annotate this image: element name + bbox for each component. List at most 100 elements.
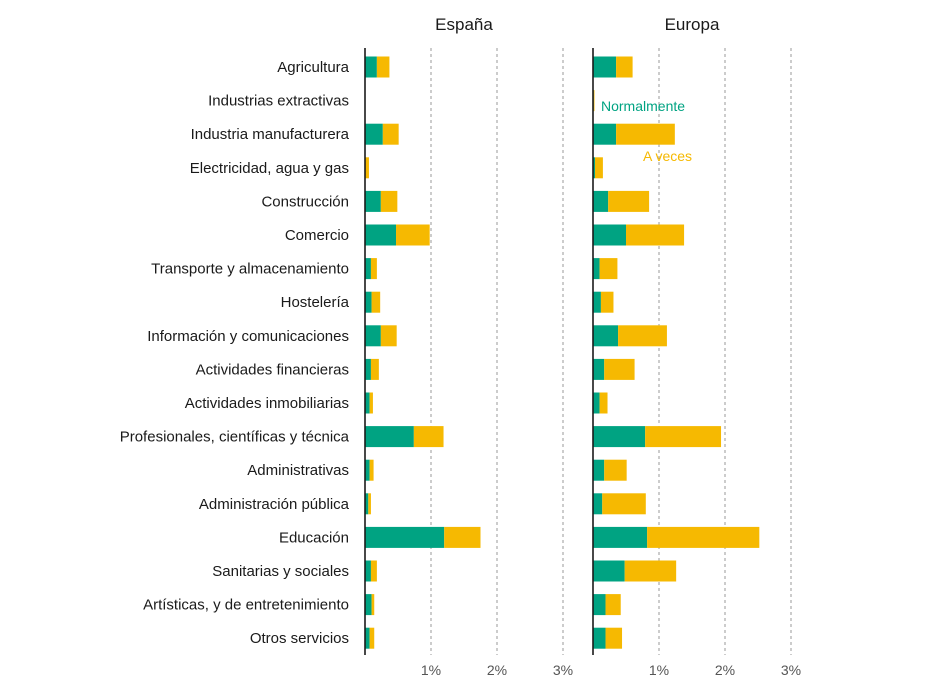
tick-label: 1% bbox=[421, 662, 441, 678]
gridlines bbox=[430, 48, 792, 655]
legend-a-veces: A veces bbox=[643, 148, 692, 164]
bar-a-veces bbox=[618, 325, 667, 347]
bar-a-veces bbox=[413, 426, 444, 448]
category-label: Industria manufacturera bbox=[191, 126, 350, 143]
bar-normalmente bbox=[593, 459, 605, 481]
bar-normalmente bbox=[365, 594, 372, 616]
category-label: Sanitarias y sociales bbox=[212, 563, 349, 580]
bar-a-veces bbox=[369, 459, 374, 481]
bar-a-veces bbox=[616, 123, 675, 145]
category-label: Otros servicios bbox=[250, 630, 349, 647]
bar-a-veces bbox=[593, 90, 595, 112]
bar-a-veces bbox=[616, 56, 633, 78]
tick-label: 3% bbox=[553, 662, 573, 678]
axes bbox=[364, 48, 594, 655]
bar-a-veces bbox=[380, 190, 398, 212]
bar-normalmente bbox=[593, 56, 617, 78]
category-label: Artísticas, y de entretenimiento bbox=[143, 597, 349, 614]
bar-normalmente bbox=[365, 459, 370, 481]
bar-normalmente bbox=[365, 258, 371, 280]
tick-label: 2% bbox=[715, 662, 735, 678]
category-label: Profesionales, científicas y técnica bbox=[120, 429, 350, 446]
panel-title: España bbox=[435, 15, 493, 34]
bar-a-veces bbox=[365, 157, 369, 179]
category-label: Información y comunicaciones bbox=[147, 328, 349, 345]
bar-normalmente bbox=[365, 123, 383, 145]
bar-normalmente bbox=[365, 291, 372, 313]
bar-a-veces bbox=[605, 627, 623, 649]
category-label: Electricidad, agua y gas bbox=[190, 160, 349, 177]
bar-normalmente bbox=[593, 325, 619, 347]
bar-a-veces bbox=[626, 224, 685, 246]
tick-label: 2% bbox=[487, 662, 507, 678]
bar-normalmente bbox=[593, 358, 605, 380]
category-label: Transporte y almacenamiento bbox=[151, 261, 349, 278]
bar-a-veces bbox=[370, 560, 377, 582]
bar-normalmente bbox=[365, 325, 381, 347]
bar-a-veces bbox=[371, 594, 375, 616]
bar-a-veces bbox=[371, 291, 381, 313]
bar-normalmente bbox=[365, 560, 371, 582]
category-label: Industrias extractivas bbox=[208, 93, 349, 110]
category-label: Hostelería bbox=[281, 294, 350, 311]
panel-titles: España Europa bbox=[435, 15, 720, 34]
bar-normalmente bbox=[593, 123, 617, 145]
bar-normalmente bbox=[593, 291, 601, 313]
bar-a-veces bbox=[594, 157, 603, 179]
bar-a-veces bbox=[602, 493, 646, 515]
category-label: Administración pública bbox=[199, 496, 350, 513]
bar-a-veces bbox=[605, 594, 621, 616]
bar-normalmente bbox=[593, 526, 648, 548]
bar-a-veces bbox=[370, 258, 377, 280]
bar-a-veces bbox=[604, 459, 627, 481]
category-labels: Agricultura Industrias extractivas Industr… bbox=[120, 59, 350, 647]
bar-a-veces bbox=[382, 123, 399, 145]
bar-a-veces bbox=[376, 56, 390, 78]
legend: Normalmente A veces bbox=[601, 98, 692, 164]
bar-a-veces bbox=[604, 358, 635, 380]
bar-normalmente bbox=[365, 224, 397, 246]
bar-normalmente bbox=[365, 493, 369, 515]
bar-normalmente bbox=[593, 627, 606, 649]
bar-a-veces bbox=[600, 291, 614, 313]
bar-normalmente bbox=[593, 426, 646, 448]
bar-a-veces bbox=[624, 560, 677, 582]
bar-normalmente bbox=[365, 392, 370, 414]
bar-normalmente bbox=[365, 358, 371, 380]
bar-normalmente bbox=[593, 493, 603, 515]
bar-a-veces bbox=[396, 224, 430, 246]
tick-label: 1% bbox=[649, 662, 669, 678]
bar-a-veces bbox=[608, 190, 650, 212]
bar-a-veces bbox=[599, 392, 608, 414]
bar-normalmente bbox=[593, 157, 595, 179]
bar-normalmente bbox=[593, 560, 625, 582]
bar-normalmente bbox=[593, 224, 626, 246]
category-label: Comercio bbox=[285, 227, 349, 244]
category-label: Construcción bbox=[261, 193, 349, 210]
bar-a-veces bbox=[599, 258, 618, 280]
category-label: Actividades financieras bbox=[196, 361, 349, 378]
category-label: Actividades inmobiliarias bbox=[185, 395, 349, 412]
bar-a-veces bbox=[369, 392, 373, 414]
legend-normalmente: Normalmente bbox=[601, 98, 685, 114]
bar-normalmente bbox=[365, 627, 370, 649]
bar-a-veces bbox=[380, 325, 397, 347]
category-label: Agricultura bbox=[277, 59, 349, 76]
bar-normalmente bbox=[593, 190, 609, 212]
category-label: Educación bbox=[279, 529, 349, 546]
bar-a-veces bbox=[645, 426, 722, 448]
bar-a-veces bbox=[647, 526, 760, 548]
bar-normalmente bbox=[593, 594, 606, 616]
bar-a-veces bbox=[369, 627, 375, 649]
bar-a-veces bbox=[368, 493, 371, 515]
panel-title: Europa bbox=[665, 15, 720, 34]
bar-a-veces bbox=[370, 358, 379, 380]
bar-normalmente bbox=[365, 526, 445, 548]
bars bbox=[365, 56, 760, 649]
tick-labels: 1% 2% 3% 1% 2% 3% bbox=[421, 662, 801, 678]
bar-normalmente bbox=[593, 258, 600, 280]
category-label: Administrativas bbox=[247, 462, 349, 479]
bar-normalmente bbox=[365, 426, 414, 448]
bar-normalmente bbox=[365, 190, 381, 212]
